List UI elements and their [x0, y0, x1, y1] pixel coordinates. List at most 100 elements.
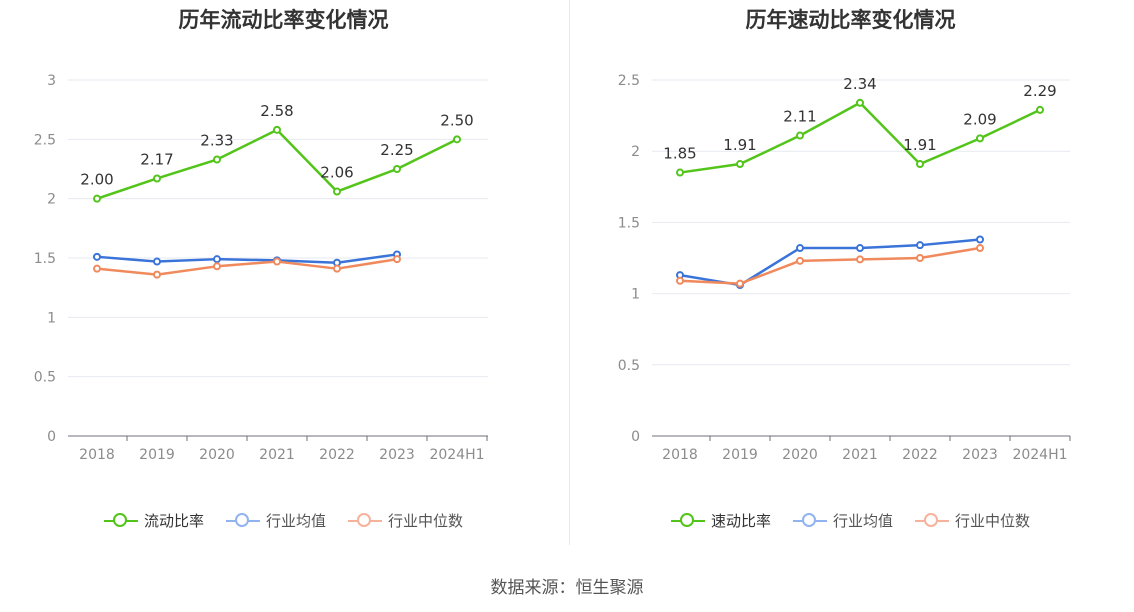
- y-tick-label: 1: [631, 287, 640, 303]
- x-tick-label: 2020: [782, 447, 818, 463]
- y-tick-label: 1.5: [34, 251, 56, 267]
- y-tick-label: 0.5: [34, 370, 56, 386]
- data-label: 2.00: [80, 171, 113, 189]
- x-tick-label: 2020: [199, 447, 235, 463]
- y-tick-label: 2: [631, 144, 640, 160]
- x-tick-label: 2021: [842, 447, 878, 463]
- data-label: 2.09: [963, 110, 996, 128]
- chart-legend: 速动比率 行业均值 行业中位数: [567, 510, 1134, 531]
- data-point: [213, 262, 221, 271]
- data-point: [93, 252, 101, 261]
- data-point: [273, 125, 281, 134]
- data-point: [93, 194, 101, 203]
- data-point: [453, 135, 461, 144]
- data-point: [273, 257, 281, 266]
- data-point: [736, 279, 744, 288]
- data-point: [213, 155, 221, 164]
- x-tick-label: 2022: [319, 447, 355, 463]
- y-tick-label: 2: [47, 192, 56, 208]
- data-label: 2.33: [200, 132, 233, 150]
- data-point: [393, 255, 401, 264]
- legend-marker-icon: [792, 511, 827, 531]
- data-label: 2.06: [320, 164, 353, 182]
- x-tick-label: 2022: [902, 447, 938, 463]
- legend-marker-icon: [225, 511, 260, 531]
- quick-ratio-panel: 历年速动比率变化情况 0 0.5 1 1.5 2 2.5 2018 2019 2020 2021 2…: [567, 0, 1134, 545]
- y-tick-label: 1: [47, 310, 56, 326]
- data-point: [153, 174, 161, 183]
- legend-item-industry-mean[interactable]: 行业均值: [225, 510, 326, 531]
- legend-item-industry-median[interactable]: 行业中位数: [348, 510, 463, 531]
- data-label: 1.91: [723, 136, 756, 154]
- data-point: [976, 235, 984, 244]
- data-point: [676, 168, 684, 177]
- y-tick-label: 2.5: [34, 132, 56, 148]
- data-point: [916, 254, 924, 262]
- x-tick-label: 2021: [259, 447, 295, 463]
- data-label: 2.58: [260, 102, 293, 120]
- legend-item-industry-mean[interactable]: 行业均值: [792, 510, 893, 531]
- legend-label: 速动比率: [710, 512, 771, 530]
- chart-title: 历年流动比率变化情况: [178, 8, 389, 32]
- data-point: [976, 134, 984, 143]
- current-ratio-panel: 历年流动比率变化情况 0 0.5 1 1.5 2 2.5 3 2018 2019 2020 2021…: [0, 0, 567, 545]
- data-point: [796, 131, 804, 140]
- data-label: 2.29: [1023, 82, 1056, 100]
- x-tick-label: 2019: [139, 447, 175, 463]
- data-point: [856, 98, 864, 107]
- data-label: 2.11: [783, 108, 816, 126]
- series-line: [96, 253, 398, 264]
- x-tick-label: 2018: [662, 447, 698, 463]
- series-line: [96, 257, 398, 276]
- x-tick-label: 2023: [962, 447, 998, 463]
- data-point: [1036, 105, 1044, 114]
- chart-legend: 流动比率 行业均值 行业中位数: [0, 510, 567, 531]
- data-label: 1.85: [663, 145, 696, 163]
- data-point: [213, 255, 221, 264]
- x-tick-label: 2023: [379, 447, 415, 463]
- chart-title: 历年速动比率变化情况: [745, 8, 956, 32]
- series-line: [679, 246, 981, 285]
- legend-label: 行业中位数: [955, 512, 1031, 530]
- data-point: [856, 244, 864, 253]
- data-point: [916, 241, 924, 250]
- y-tick-label: 3: [47, 73, 56, 89]
- y-tick-label: 0: [47, 429, 56, 445]
- data-point: [916, 160, 924, 169]
- legend-marker-icon: [103, 511, 138, 531]
- x-tick-label: 2019: [722, 447, 758, 463]
- data-point: [393, 165, 401, 173]
- y-tick-label: 0.5: [618, 358, 640, 374]
- data-point: [736, 160, 744, 169]
- legend-marker-icon: [348, 511, 382, 531]
- y-tick-label: 0: [631, 429, 640, 445]
- legend-label: 行业均值: [265, 512, 326, 530]
- data-point: [153, 257, 161, 266]
- legend-marker-icon: [670, 511, 705, 531]
- series-line: [679, 238, 981, 287]
- legend-item-industry-median[interactable]: 行业中位数: [915, 510, 1030, 531]
- data-point: [333, 264, 341, 273]
- data-point: [976, 244, 984, 253]
- legend-label: 行业中位数: [388, 512, 464, 530]
- y-tick-label: 1.5: [618, 215, 640, 231]
- current-ratio-chart: 0 0.5 1 1.5 2 2.5 3 2018 2019 2020 2021 2022 2023 202…: [34, 73, 488, 463]
- data-point: [93, 264, 101, 273]
- data-source-note: 数据来源：恒生聚源: [490, 578, 644, 598]
- data-point: [796, 244, 804, 253]
- x-tick-label: 2018: [79, 447, 115, 463]
- quick-ratio-chart: 0 0.5 1 1.5 2 2.5 2018 2019 2020 2021 2022 2023 2024…: [618, 73, 1071, 463]
- data-point: [153, 270, 161, 279]
- panel-divider: [569, 0, 570, 545]
- legend-label: 流动比率: [143, 512, 204, 530]
- data-point: [796, 256, 804, 265]
- legend-item-current-ratio[interactable]: 流动比率: [103, 510, 204, 531]
- legend-item-quick-ratio[interactable]: 速动比率: [670, 510, 771, 531]
- y-tick-label: 2.5: [618, 73, 640, 89]
- data-label: 2.50: [440, 111, 473, 129]
- data-label: 2.17: [140, 150, 173, 168]
- data-label: 2.25: [380, 141, 413, 159]
- legend-label: 行业均值: [832, 512, 893, 530]
- x-tick-label: 2024H1: [429, 447, 484, 463]
- data-point: [676, 276, 684, 285]
